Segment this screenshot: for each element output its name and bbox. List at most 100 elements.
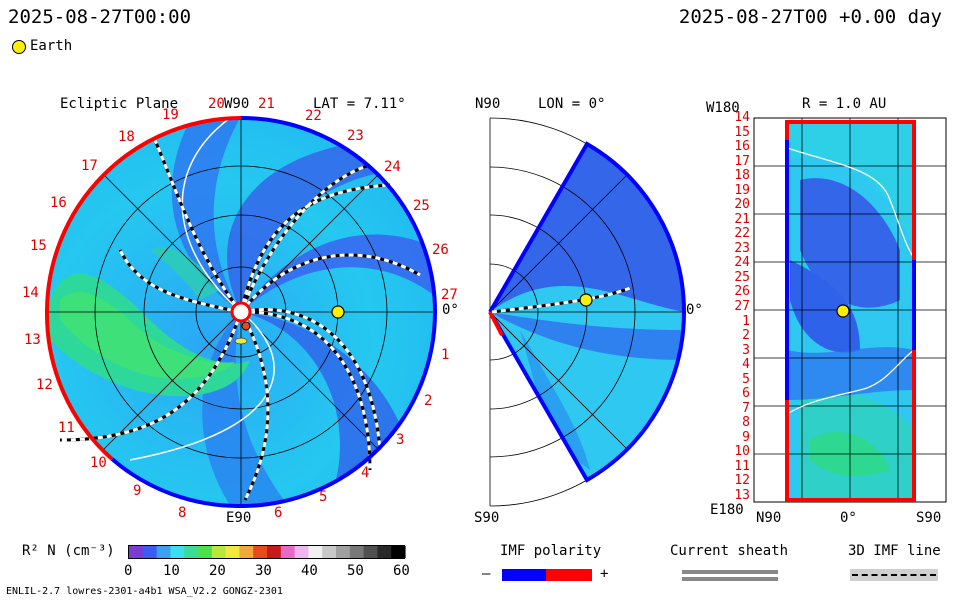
ecl-day-22: 22 <box>305 108 322 124</box>
ecl-day-21: 21 <box>258 96 275 112</box>
map-day-tick: 7 <box>742 400 750 416</box>
map-day-tick: 24 <box>734 255 750 271</box>
map-day-tick: 17 <box>734 153 750 169</box>
map-day-tick: 3 <box>742 342 750 358</box>
colorbar-tick-0: 0 <box>124 563 133 579</box>
colorbar-segment <box>142 546 158 558</box>
meridional-right-label: 0° <box>686 302 703 318</box>
meridional-bottom-label: S90 <box>474 510 500 526</box>
map-day-tick: 8 <box>742 415 750 431</box>
current-sheath-title: Current sheath <box>670 543 789 559</box>
map-day-tick: 20 <box>734 197 750 213</box>
ecl-day-27: 27 <box>441 287 458 303</box>
ecl-day-23: 23 <box>347 128 364 144</box>
imf-polarity-title: IMF polarity <box>500 543 602 559</box>
map-day-tick: 5 <box>742 371 750 387</box>
colorbar-tick-30: 30 <box>255 563 272 579</box>
colorbar-segment <box>308 546 323 558</box>
map-earth <box>836 304 850 318</box>
map-x-label-s90: S90 <box>916 510 942 526</box>
imf-plus-sign: + <box>600 566 609 582</box>
colorbar-segment <box>294 546 309 558</box>
ecl-day-16: 16 <box>50 195 67 211</box>
meridional-rim-lower <box>488 310 686 483</box>
colorbar-segment <box>184 546 199 558</box>
datetime-right: 2025-08-27T00 +0.00 day <box>678 6 942 28</box>
map-day-tick: 16 <box>734 139 750 155</box>
ecliptic-title: Ecliptic Plane <box>60 96 179 112</box>
ecl-day-2: 2 <box>424 393 433 409</box>
ecl-day-14: 14 <box>22 285 39 301</box>
map-bottom-left-label: E180 <box>710 502 744 518</box>
map-day-tick: 18 <box>734 168 750 184</box>
colorbar-segment <box>322 546 337 558</box>
meridional-rim-upper <box>488 141 686 314</box>
ecl-day-10: 10 <box>90 455 107 471</box>
map-day-tick: 2 <box>742 328 750 344</box>
colorbar-tick-20: 20 <box>209 563 226 579</box>
ecliptic-bottom-label: E90 <box>226 510 252 526</box>
colorbar-segment <box>349 546 365 558</box>
meridional-rim-red <box>488 311 504 336</box>
colorbar-tick-10: 10 <box>163 563 180 579</box>
meridional-imf-line-dash <box>491 286 631 314</box>
ecl-day-3: 3 <box>396 432 405 448</box>
colorbar <box>128 545 406 559</box>
ecl-day-5: 5 <box>319 489 328 505</box>
map-day-tick: 9 <box>742 429 750 445</box>
ecl-day-25: 25 <box>413 198 430 214</box>
meridional-earth <box>579 293 593 307</box>
colorbar-segment <box>211 546 227 558</box>
ecliptic-lat-label: LAT = 7.11° <box>313 96 406 112</box>
ecliptic-imf-lines <box>59 139 421 501</box>
map-day-tick: 21 <box>734 211 750 227</box>
ecl-day-8: 8 <box>178 505 187 521</box>
map-day-tick: 1 <box>742 313 750 329</box>
colorbar-segment <box>253 546 268 558</box>
ecl-day-11: 11 <box>58 420 75 436</box>
earth-legend-label: Earth <box>30 38 73 54</box>
map-day-tick: 15 <box>734 124 750 140</box>
colorbar-segment <box>391 546 406 558</box>
colorbar-segment <box>280 546 296 558</box>
colorbar-label: R² N (cm⁻³) <box>22 543 115 559</box>
colorbar-segment <box>239 546 254 558</box>
map-title: R = 1.0 AU <box>802 96 887 112</box>
datetime-left: 2025-08-27T00:00 <box>8 6 192 28</box>
map-day-tick: 26 <box>734 284 750 300</box>
map-day-tick: 6 <box>742 386 750 402</box>
map-day-tick: 27 <box>734 299 750 314</box>
map-current-sheath-1 <box>786 147 915 259</box>
ecliptic-density-blob <box>234 337 248 345</box>
map-day-tick: 10 <box>734 444 750 460</box>
map-day-tick: 23 <box>734 240 750 256</box>
current-sheath-swatch-2 <box>682 577 778 581</box>
ecliptic-top-label: W90 <box>224 96 250 112</box>
ecliptic-polarity-rim-neg <box>110 116 438 509</box>
ecl-day-18: 18 <box>118 129 135 145</box>
map-day-tick: 14 <box>734 110 750 125</box>
imf-line-title: 3D IMF line <box>848 543 941 559</box>
map-top-left-label: W180 <box>706 100 740 116</box>
ecl-day-4: 4 <box>361 465 370 481</box>
map-day-tick: 22 <box>734 226 750 242</box>
map-day-tick: 13 <box>734 488 750 503</box>
imf-negative-swatch <box>502 569 546 581</box>
ecliptic-polarity-rim-pos <box>44 116 242 461</box>
ecl-day-13: 13 <box>24 332 41 348</box>
colorbar-segment <box>129 546 144 558</box>
ecliptic-inner-planet <box>241 321 251 331</box>
colorbar-tick-50: 50 <box>347 563 364 579</box>
map-x-label-n90: N90 <box>756 510 782 526</box>
map-day-tick: 12 <box>734 473 750 489</box>
ecl-day-20: 20 <box>208 96 225 112</box>
map-day-tick: 11 <box>734 458 750 474</box>
colorbar-segment <box>225 546 240 558</box>
meridional-top-label: N90 <box>475 96 501 112</box>
map-current-sheath-2 <box>786 349 915 415</box>
colorbar-segment <box>267 546 282 558</box>
colorbar-segment <box>377 546 392 558</box>
